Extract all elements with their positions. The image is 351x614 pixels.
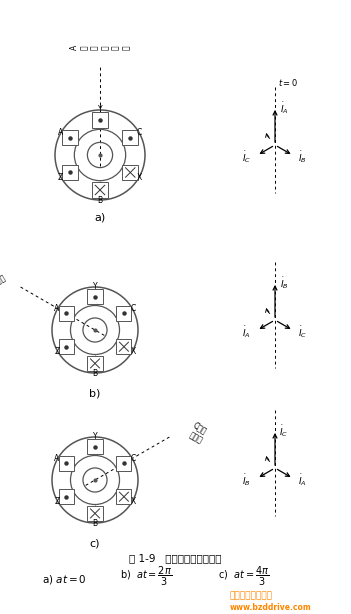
FancyBboxPatch shape xyxy=(62,130,78,146)
Text: X: X xyxy=(137,173,142,182)
FancyBboxPatch shape xyxy=(59,339,74,354)
Text: Z: Z xyxy=(58,173,63,182)
Text: 深圳博智达机器人: 深圳博智达机器人 xyxy=(230,591,273,600)
FancyBboxPatch shape xyxy=(87,356,102,371)
Text: C: C xyxy=(131,454,136,462)
FancyBboxPatch shape xyxy=(87,289,102,304)
Text: 图 1-9   旋转电机的旋转磁场: 图 1-9 旋转电机的旋转磁场 xyxy=(129,553,221,563)
FancyBboxPatch shape xyxy=(87,439,102,454)
Text: $\dot{I}_B$: $\dot{I}_B$ xyxy=(298,150,306,165)
Text: c): c) xyxy=(90,538,100,548)
Text: Y: Y xyxy=(93,432,97,441)
Text: a): a) xyxy=(94,213,106,223)
FancyBboxPatch shape xyxy=(92,112,108,128)
Text: A
相
绕
组
轴
线: A 相 绕 组 轴 线 xyxy=(69,45,131,50)
Text: B: B xyxy=(98,196,102,205)
Text: A: A xyxy=(54,303,60,313)
Text: $\dot{I}_C$: $\dot{I}_C$ xyxy=(242,150,251,165)
FancyBboxPatch shape xyxy=(117,489,132,504)
Text: $\dot{I}_B$: $\dot{I}_B$ xyxy=(280,275,289,291)
Text: $t=0$: $t=0$ xyxy=(278,77,298,88)
FancyBboxPatch shape xyxy=(59,456,74,471)
Text: b)  $at=\dfrac{2\pi}{3}$: b) $at=\dfrac{2\pi}{3}$ xyxy=(120,564,172,588)
Text: A: A xyxy=(58,128,63,136)
FancyBboxPatch shape xyxy=(59,489,74,504)
FancyBboxPatch shape xyxy=(59,306,74,321)
Text: a) $at=0$: a) $at=0$ xyxy=(42,573,87,586)
FancyBboxPatch shape xyxy=(117,306,132,321)
Text: Y: Y xyxy=(93,282,97,290)
FancyBboxPatch shape xyxy=(92,182,108,198)
Text: C: C xyxy=(137,128,142,136)
Text: B相绕组轴线: B相绕组轴线 xyxy=(0,272,7,294)
Text: $\dot{I}_A$: $\dot{I}_A$ xyxy=(243,325,251,340)
Text: B: B xyxy=(92,370,98,378)
Text: $\dot{I}_C$: $\dot{I}_C$ xyxy=(279,423,289,439)
Text: Y: Y xyxy=(98,104,102,114)
Text: C: C xyxy=(131,303,136,313)
Text: $\dot{I}_B$: $\dot{I}_B$ xyxy=(243,473,251,488)
Text: X: X xyxy=(131,497,136,507)
Text: b): b) xyxy=(89,388,101,398)
FancyBboxPatch shape xyxy=(122,130,138,146)
FancyBboxPatch shape xyxy=(122,165,138,181)
Text: Z: Z xyxy=(54,497,60,507)
FancyBboxPatch shape xyxy=(117,339,132,354)
FancyBboxPatch shape xyxy=(87,506,102,521)
Text: X: X xyxy=(131,348,136,357)
Text: B: B xyxy=(92,519,98,529)
FancyBboxPatch shape xyxy=(62,165,78,181)
Text: A: A xyxy=(54,454,60,462)
FancyBboxPatch shape xyxy=(117,456,132,471)
Text: c)  $at=\dfrac{4\pi}{3}$: c) $at=\dfrac{4\pi}{3}$ xyxy=(218,564,269,588)
Text: $\dot{I}_C$: $\dot{I}_C$ xyxy=(298,325,307,340)
Text: Z: Z xyxy=(54,348,60,357)
Text: $\dot{I}_A$: $\dot{I}_A$ xyxy=(280,100,288,116)
Text: C相绕
组轴线: C相绕 组轴线 xyxy=(187,421,209,445)
Text: www.bzddrive.com: www.bzddrive.com xyxy=(230,602,312,612)
Text: $\dot{I}_A$: $\dot{I}_A$ xyxy=(298,473,306,488)
